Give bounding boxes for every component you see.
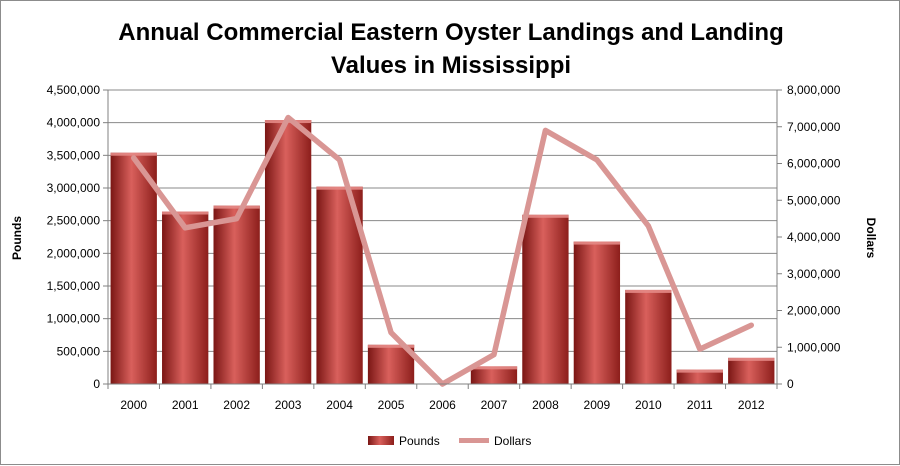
right-tick-label: 5,000,000: [787, 193, 841, 207]
left-tick-label: 4,000,000: [47, 116, 101, 130]
bar-top-highlight: [316, 187, 362, 190]
bar-pounds-2012: [728, 358, 774, 384]
right-tick-label: 7,000,000: [787, 120, 841, 134]
left-tick-label: 2,000,000: [47, 246, 101, 260]
bar-pounds-2000: [111, 153, 157, 384]
x-tick-label: 2006: [429, 398, 456, 412]
left-tick-label: 1,500,000: [47, 279, 101, 293]
x-tick-label: 2004: [326, 398, 353, 412]
right-tick-label: 2,000,000: [787, 304, 841, 318]
x-tick-label: 2009: [584, 398, 611, 412]
bar-top-highlight: [213, 206, 259, 209]
left-tick-label: 3,000,000: [47, 181, 101, 195]
x-tick-label: 2003: [275, 398, 302, 412]
right-axis-ticks: 8,000,000 7,000,000 6,000,000 5,000,000 4,00…: [777, 83, 841, 391]
legend-swatch-pounds: [368, 436, 394, 445]
left-tick-label: 500,000: [57, 344, 101, 358]
x-tick-label: 2008: [532, 398, 559, 412]
bar-pounds-2010: [625, 290, 671, 384]
y-axis-title: Pounds: [10, 216, 24, 260]
x-tick-label: 2001: [172, 398, 199, 412]
bar-top-highlight: [677, 370, 723, 373]
bar-top-highlight: [625, 290, 671, 293]
bar-pounds-2008: [522, 215, 568, 384]
left-tick-label: 3,500,000: [47, 148, 101, 162]
bar-pounds-2003: [265, 120, 311, 384]
left-axis-ticks: 4,500,000 4,000,000 3,500,000 3,000,000 2,50…: [47, 83, 108, 391]
legend: Pounds Dollars: [368, 434, 531, 448]
bar-pounds-2001: [162, 212, 208, 384]
bar-top-highlight: [574, 242, 620, 245]
legend-label-dollars: Dollars: [494, 434, 531, 448]
right-tick-label: 4,000,000: [787, 230, 841, 244]
x-tick-label: 2000: [120, 398, 147, 412]
bar-series-pounds: [111, 120, 775, 384]
bar-pounds-2009: [574, 242, 620, 384]
bar-top-highlight: [162, 212, 208, 215]
y2-axis-title: Dollars: [864, 218, 878, 259]
bar-pounds-2002: [213, 206, 259, 384]
right-tick-label: 8,000,000: [787, 83, 841, 97]
x-tick-label: 2012: [738, 398, 765, 412]
left-tick-label: 1,000,000: [47, 312, 101, 326]
right-tick-label: 6,000,000: [787, 157, 841, 171]
left-tick-label: 4,500,000: [47, 83, 101, 97]
right-tick-label: 1,000,000: [787, 340, 841, 354]
x-tick-label: 2002: [223, 398, 250, 412]
x-tick-label: 2007: [481, 398, 508, 412]
legend-label-pounds: Pounds: [399, 434, 440, 448]
x-axis-ticks: 2000 2001 2002 2003 2004 2005 2006 2007 2008 2009…: [108, 384, 777, 412]
left-tick-label: 2,500,000: [47, 214, 101, 228]
bar-top-highlight: [728, 358, 774, 361]
right-tick-label: 3,000,000: [787, 267, 841, 281]
x-tick-label: 2011: [687, 398, 713, 412]
right-tick-label: 0: [787, 377, 794, 391]
bar-top-highlight: [522, 215, 568, 218]
chart-title-line-2: Values in Mississippi: [331, 52, 571, 79]
left-tick-label: 0: [93, 377, 100, 391]
chart-title-line-1: Annual Commercial Eastern Oyster Landing…: [118, 19, 783, 46]
x-tick-label: 2010: [635, 398, 662, 412]
x-tick-label: 2005: [378, 398, 405, 412]
